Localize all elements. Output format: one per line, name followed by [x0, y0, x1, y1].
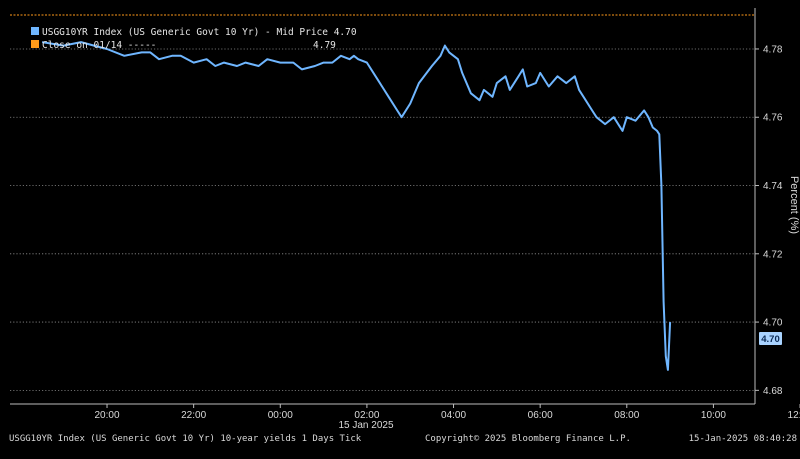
last-value-badge: 4.70 — [759, 332, 782, 345]
x-tick-label: 00:00 — [268, 410, 293, 421]
legend-label-close: Close on 01/14 ----- — [42, 40, 156, 51]
x-tick-label: 12:00 — [788, 410, 800, 421]
y-tick-label: 4.76 — [763, 113, 783, 124]
legend-swatch-series — [31, 27, 39, 35]
footer: USGG10YR Index (US Generic Govt 10 Yr) 1… — [9, 434, 797, 444]
y-tick-label: 4.70 — [763, 318, 783, 329]
y-axis-ticks: 4.68 4.70 4.72 4.74 4.76 4.78 — [755, 44, 783, 397]
x-axis-ticks: 20:00 22:00 00:00 02:00 04:00 06:00 08:00 10:00… — [95, 404, 800, 421]
y-tick-label: 4.72 — [763, 249, 783, 260]
legend-label-series: USGG10YR Index (US Generic Govt 10 Yr) -… — [42, 27, 357, 38]
x-tick-label: 08:00 — [614, 410, 639, 421]
peak-annotation: 4.79 — [313, 40, 336, 51]
x-tick-label: 20:00 — [95, 410, 120, 421]
footer-description: USGG10YR Index (US Generic Govt 10 Yr) 1… — [9, 434, 362, 444]
x-tick-label: 06:00 — [528, 410, 553, 421]
y-axis-label: Percent (%) — [788, 176, 800, 234]
y-tick-label: 4.68 — [763, 386, 783, 397]
x-tick-label: 02:00 — [354, 410, 379, 421]
y-tick-label: 4.78 — [763, 44, 783, 55]
last-value-badge-text: 4.70 — [761, 334, 780, 345]
series-line — [41, 41, 672, 371]
x-tick-label: 10:00 — [701, 410, 726, 421]
legend: USGG10YR Index (US Generic Govt 10 Yr) -… — [31, 27, 357, 51]
y-tick-label: 4.74 — [763, 181, 783, 192]
grid-lines — [10, 48, 755, 391]
x-date-label: 15 Jan 2025 — [338, 420, 393, 431]
last-value-badge-box — [759, 332, 782, 345]
footer-timestamp: 15-Jan-2025 08:40:28 — [689, 434, 797, 444]
legend-swatch-close — [31, 40, 39, 48]
x-tick-label: 22:00 — [181, 410, 206, 421]
x-tick-label: 04:00 — [441, 410, 466, 421]
footer-copyright: Copyright© 2025 Bloomberg Finance L.P. — [425, 434, 631, 444]
